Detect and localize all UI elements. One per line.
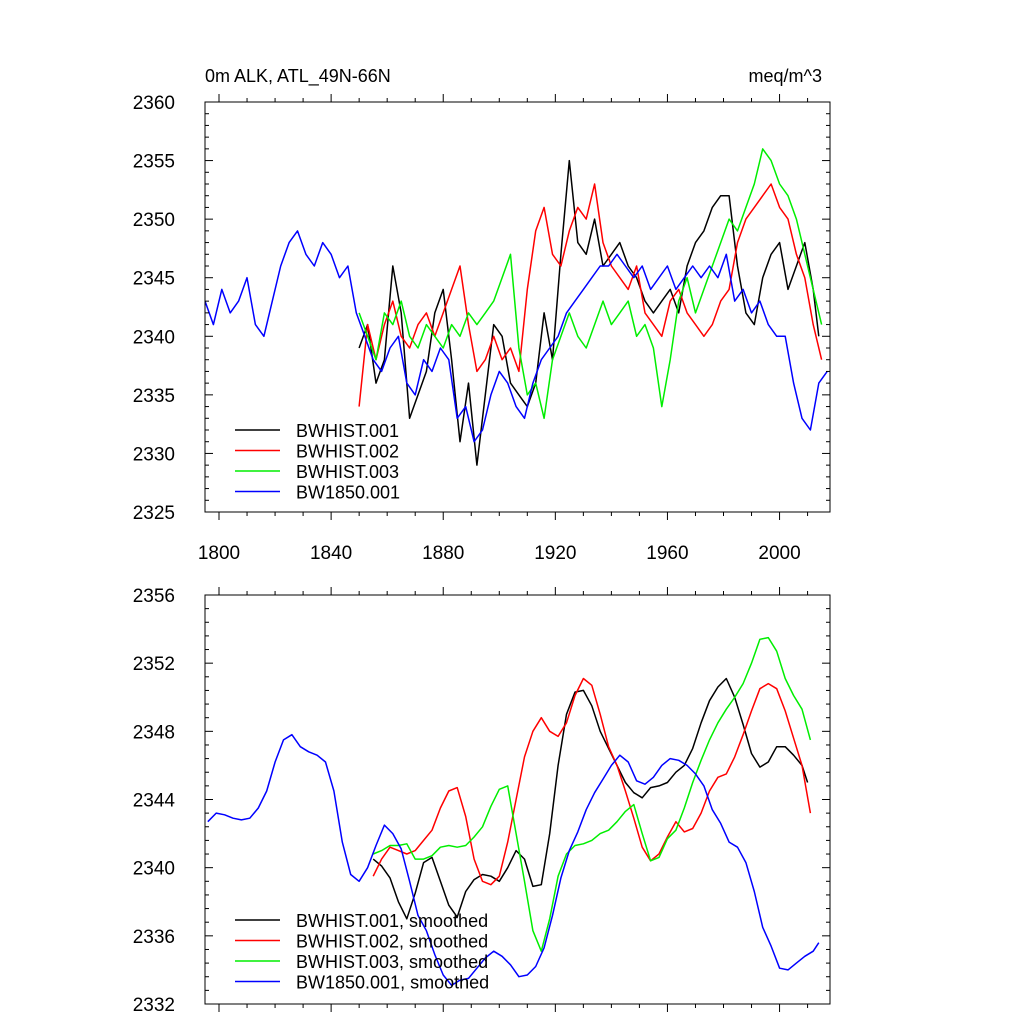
y-tick-label: 2355 (133, 152, 175, 173)
series-group (205, 148, 828, 466)
legend-label-2: BWHIST.002, smoothed (296, 932, 488, 952)
y-tick-label: 2345 (133, 269, 175, 290)
y-tick-label: 2340 (133, 859, 175, 880)
units-label: meq/m^3 (749, 66, 822, 86)
series-line-1 (372, 677, 809, 920)
series-line-1 (358, 159, 820, 466)
legend-label-4: BW1850.001 (296, 483, 400, 503)
legend-label-1: BWHIST.001 (296, 421, 399, 441)
y-tick-label: 2350 (133, 210, 175, 231)
legend-label-3: BWHIST.003 (296, 462, 399, 482)
y-tick-label: 2348 (133, 722, 175, 743)
series-line-2 (372, 677, 812, 886)
series-line-2 (358, 183, 823, 407)
y-tick-label: 2340 (133, 327, 175, 348)
series-line-4 (207, 733, 820, 987)
legend-label-3: BWHIST.003, smoothed (296, 952, 488, 972)
chart-title: 0m ALK, ATL_49N-66N (205, 66, 391, 87)
top-panel: 0m ALK, ATL_49N-66N meq/m^3 2325 2330 2335 23… (133, 66, 831, 564)
y-tick-label: 2325 (133, 503, 175, 524)
x-tick-label: 1920 (534, 543, 576, 564)
x-tick-label: 1880 (422, 543, 464, 564)
y-tick-label: 2360 (133, 93, 175, 114)
series-line-4 (205, 230, 828, 443)
y-tick-label: 2352 (133, 654, 175, 675)
x-tick-label: 2000 (758, 543, 800, 564)
y-tick-label: 2336 (133, 927, 175, 948)
x-tick-label: 1840 (310, 543, 352, 564)
series-line-3 (358, 148, 823, 420)
plot-frame (204, 101, 831, 513)
series-group (207, 636, 820, 987)
y-tick-label: 2356 (133, 586, 175, 607)
y-tick-label: 2330 (133, 444, 175, 465)
y-tick-label: 2332 (133, 995, 175, 1016)
legend-label-2: BWHIST.002 (296, 442, 399, 462)
legend-label-1: BWHIST.001, smoothed (296, 911, 488, 931)
x-tick-label: 1960 (646, 543, 688, 564)
legend-label-4: BW1850.001, smoothed (296, 973, 489, 993)
series-line-3 (372, 636, 812, 952)
y-tick-label: 2335 (133, 386, 175, 407)
x-tick-label: 1800 (198, 543, 240, 564)
bottom-panel: 2332 2336 2340 2344 2348 2352 2356 BWHIST.001, … (133, 586, 831, 1016)
y-tick-label: 2344 (133, 791, 176, 812)
